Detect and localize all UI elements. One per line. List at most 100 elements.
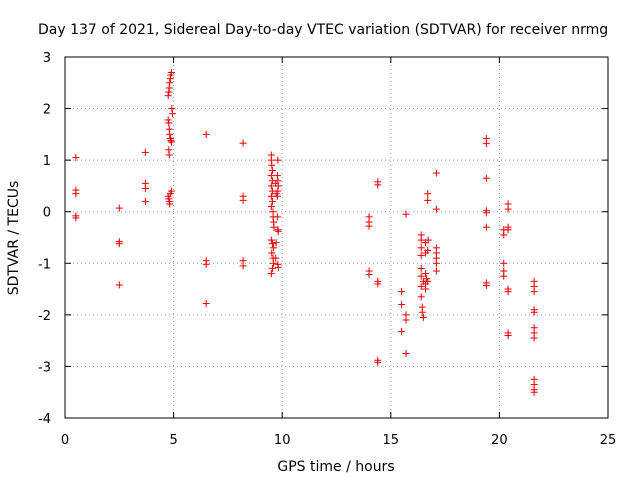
y-axis-label: SDTVAR / TECUs — [6, 181, 22, 296]
data-point — [500, 231, 508, 239]
data-point — [274, 227, 282, 235]
data-point — [267, 203, 275, 211]
data-point — [504, 331, 512, 339]
data-point — [402, 350, 410, 358]
data-point — [164, 92, 172, 100]
data-point — [500, 272, 508, 280]
x-axis-label: GPS time / hours — [277, 459, 394, 475]
data-point — [165, 151, 173, 159]
y-tick-label: 1 — [43, 154, 51, 169]
x-tick-label: 10 — [274, 433, 291, 448]
data-point — [272, 254, 280, 262]
chart-title: Day 137 of 2021, Sidereal Day-to-day VTE… — [38, 22, 608, 38]
data-point — [272, 179, 280, 187]
data-point — [530, 388, 538, 396]
data-point — [267, 172, 275, 180]
data-point — [424, 190, 432, 198]
data-point — [417, 252, 425, 260]
data-point — [374, 181, 382, 189]
data-point — [72, 214, 80, 222]
data-point — [167, 138, 175, 146]
data-point — [424, 196, 432, 204]
data-point — [482, 174, 490, 182]
data-point — [268, 240, 276, 248]
data-point — [482, 140, 490, 148]
data-point — [267, 270, 275, 278]
data-point — [274, 263, 282, 271]
data-point — [164, 116, 172, 124]
data-point — [166, 79, 174, 87]
x-tick-label: 15 — [383, 433, 400, 448]
data-point — [268, 166, 276, 174]
data-point — [417, 236, 425, 244]
data-point — [422, 270, 430, 278]
data-point — [417, 282, 425, 290]
data-point — [504, 205, 512, 213]
data-points — [72, 68, 538, 396]
data-point — [432, 205, 440, 213]
data-point — [202, 300, 210, 308]
x-tick-label: 25 — [600, 433, 617, 448]
data-point — [166, 130, 174, 138]
data-point — [167, 68, 175, 76]
data-point — [270, 259, 278, 267]
data-point — [239, 196, 247, 204]
data-point — [273, 213, 281, 221]
axis-ticks — [64, 56, 609, 419]
data-point — [398, 327, 406, 335]
data-point — [482, 209, 490, 217]
data-point — [504, 226, 512, 234]
data-point — [165, 119, 173, 127]
data-point — [115, 204, 123, 212]
data-point — [432, 267, 440, 275]
data-point — [417, 264, 425, 272]
data-point — [274, 156, 282, 164]
data-point — [482, 281, 490, 289]
data-point — [418, 308, 426, 316]
data-point — [141, 148, 149, 156]
data-point — [268, 249, 276, 257]
y-tick-label: -1 — [38, 257, 51, 272]
data-point — [417, 293, 425, 301]
data-point — [72, 190, 80, 198]
data-point — [267, 192, 275, 200]
data-point — [268, 161, 276, 169]
data-point — [272, 190, 280, 198]
x-tick-label: 0 — [61, 433, 69, 448]
data-point — [374, 280, 382, 288]
data-point — [424, 246, 432, 254]
data-point — [365, 222, 373, 230]
data-point — [72, 154, 80, 162]
y-tick-label: -2 — [38, 309, 51, 324]
data-point — [270, 244, 278, 252]
data-point — [432, 169, 440, 177]
data-point — [202, 130, 210, 138]
data-point — [530, 334, 538, 342]
data-point — [402, 316, 410, 324]
data-point — [504, 288, 512, 296]
data-point — [417, 244, 425, 252]
data-point — [141, 185, 149, 193]
data-point — [239, 262, 247, 270]
data-point — [424, 277, 432, 285]
data-point — [115, 240, 123, 248]
data-point — [530, 288, 538, 296]
data-point — [500, 259, 508, 267]
data-point — [141, 197, 149, 205]
x-tick-label: 20 — [491, 433, 508, 448]
data-point — [269, 208, 277, 216]
data-point — [169, 110, 177, 118]
data-point — [202, 260, 210, 268]
x-tick-label: 5 — [169, 433, 177, 448]
x-tick-labels: 0 5 10 15 20 25 — [61, 433, 616, 448]
data-point — [166, 200, 174, 208]
data-point — [168, 105, 176, 113]
plot-frame — [64, 56, 609, 419]
data-point — [115, 281, 123, 289]
data-point — [268, 197, 276, 205]
data-point — [402, 210, 410, 218]
data-point — [432, 259, 440, 267]
data-point — [374, 358, 382, 366]
y-tick-label: 3 — [43, 51, 51, 66]
